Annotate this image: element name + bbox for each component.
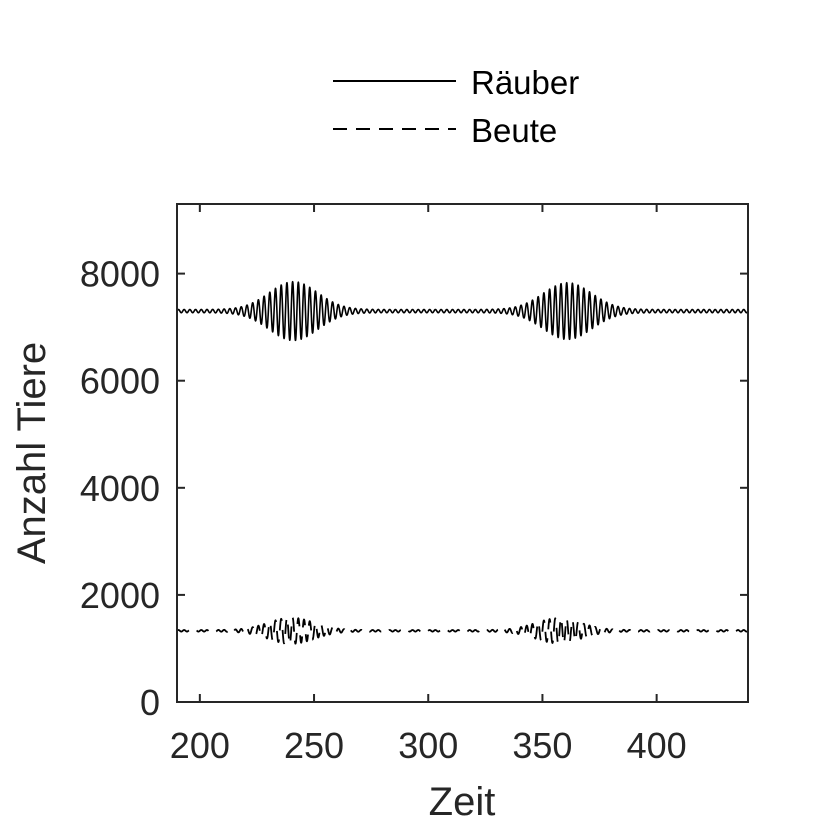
y-tick-label-8000: 8000 (80, 254, 160, 295)
x-tick-label-300: 300 (398, 725, 458, 766)
y-tick-label-4000: 4000 (80, 468, 160, 509)
series-layer (177, 280, 748, 645)
x-tick-label-250: 250 (284, 725, 344, 766)
x-tick-label-350: 350 (512, 725, 572, 766)
y-tick-label-0: 0 (140, 682, 160, 723)
x-axis-label: Zeit (429, 780, 496, 824)
legend-label-rauber: Räuber (471, 64, 579, 101)
x-tick-label-200: 200 (170, 725, 230, 766)
y-axis-label: Anzahl Tiere (10, 342, 54, 564)
x-tick-label-400: 400 (627, 725, 687, 766)
legend: Räuber Beute (333, 64, 579, 149)
series-line-rauber (177, 280, 748, 342)
y-tick-label-2000: 2000 (80, 575, 160, 616)
legend-label-beute: Beute (471, 112, 557, 149)
plot-frame (176, 203, 749, 703)
series-line-beute (177, 616, 748, 645)
y-tick-label-6000: 6000 (80, 361, 160, 402)
